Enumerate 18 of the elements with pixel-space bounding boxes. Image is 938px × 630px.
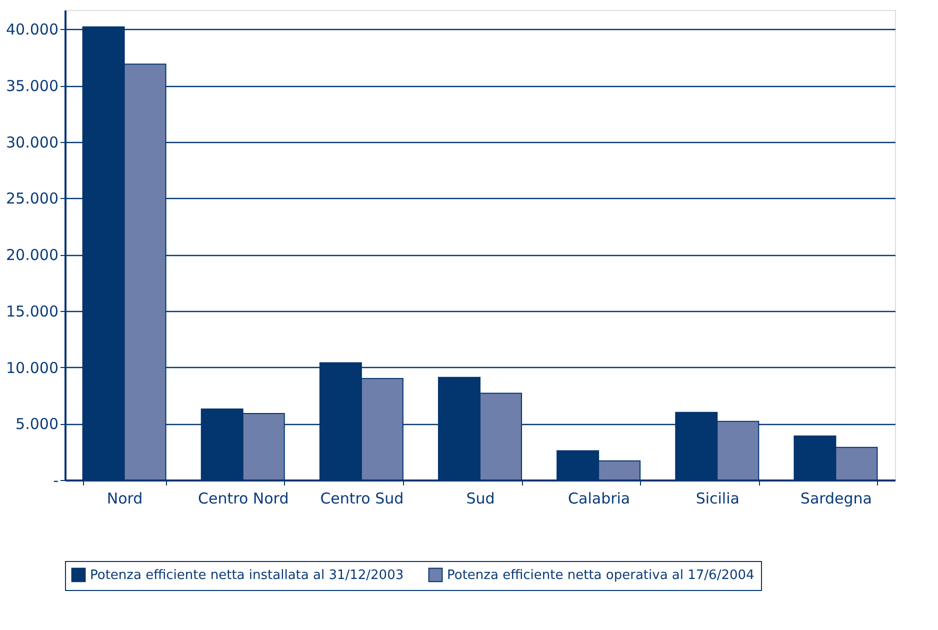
- y-tick-label: 5.000: [16, 415, 58, 434]
- y-tick-label: 40.000: [6, 20, 58, 39]
- y-tick-label: 35.000: [6, 77, 58, 96]
- y-tick-label: 15.000: [6, 302, 58, 320]
- legend-label: Potenza efficiente netta installata al 31/12/2003: [90, 568, 404, 583]
- y-tick-label: 10.000: [6, 358, 58, 377]
- x-tick-label: Sud: [466, 490, 495, 508]
- x-tick-label: Nord: [106, 490, 143, 508]
- x-tick-label: Centro Nord: [198, 490, 289, 508]
- x-tick-label: Calabria: [568, 490, 630, 508]
- x-tick-label: Sardegna: [800, 490, 872, 508]
- legend-label: Potenza efficiente netta operativa al 17/6/2004: [447, 568, 754, 583]
- x-tick-label: Centro Sud: [320, 490, 404, 508]
- y-tick-label: 20.000: [6, 246, 58, 264]
- y-tick-label: 25.000: [6, 190, 58, 208]
- y-tick-label: -: [53, 472, 58, 490]
- x-tick-label: Sicilia: [696, 490, 740, 508]
- y-tick-label: 30.000: [6, 133, 58, 152]
